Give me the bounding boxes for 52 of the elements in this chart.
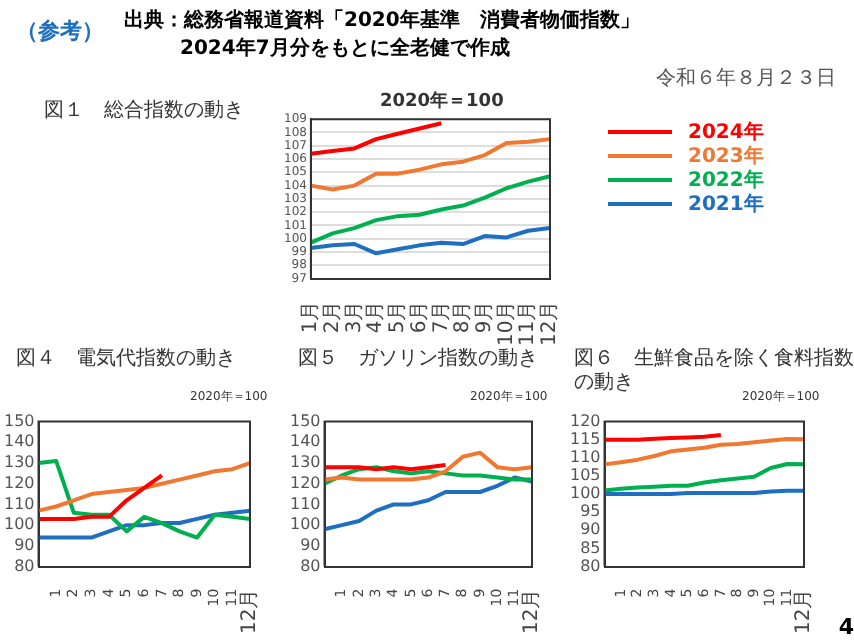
y-tick-label: 100 bbox=[3, 515, 35, 534]
x-tick-label: 3月 bbox=[343, 300, 366, 334]
text: 令和６年８月２３日 bbox=[656, 65, 836, 92]
x-tick-label: 1月 bbox=[300, 300, 323, 334]
x-tick-label: 12月 bbox=[521, 588, 544, 635]
y-tick-label: 130 bbox=[3, 453, 35, 472]
y-tick-label: 110 bbox=[289, 494, 321, 513]
x-tick-label: 9月 bbox=[473, 300, 496, 334]
y-tick-label: 140 bbox=[3, 432, 35, 451]
x-tick-label: 12月 bbox=[239, 588, 262, 635]
text: 2024年7月分をもとに全老健で作成 bbox=[180, 35, 510, 62]
y-tick-label: 110 bbox=[3, 494, 35, 513]
text: 出典：総務省報道資料「2020年基準 消費者物価指数」 bbox=[124, 7, 640, 34]
x-tick-label: 6月 bbox=[408, 300, 431, 334]
x-tick-label: 10月 bbox=[495, 300, 518, 347]
x-tick-label: 12月 bbox=[539, 300, 562, 347]
y-tick-label: 120 bbox=[289, 473, 321, 492]
y-tick-label: 105 bbox=[569, 466, 601, 485]
y-tick-label: 110 bbox=[569, 447, 601, 466]
y-tick-label: 80 bbox=[14, 556, 35, 575]
y-tick-label: 130 bbox=[289, 453, 321, 472]
x-tick-label: 7月 bbox=[430, 300, 453, 334]
text: 2020年＝100 bbox=[380, 89, 504, 114]
y-tick-label: 150 bbox=[289, 411, 321, 430]
x-tick-label: 4月 bbox=[365, 300, 388, 334]
y-tick-label: 120 bbox=[569, 411, 601, 430]
x-tick-label: 2月 bbox=[321, 300, 344, 334]
y-tick-label: 150 bbox=[3, 411, 35, 430]
y-tick-label: 95 bbox=[580, 502, 601, 521]
y-tick-label: 120 bbox=[3, 473, 35, 492]
x-tick-label: 11月 bbox=[517, 300, 540, 347]
y-tick-label: 85 bbox=[580, 538, 601, 557]
legend-label: 2021年 bbox=[688, 191, 764, 218]
x-tick-label: 12月 bbox=[793, 588, 816, 635]
y-tick-label: 140 bbox=[289, 432, 321, 451]
y-tick-label: 100 bbox=[569, 484, 601, 503]
x-tick-label: 8月 bbox=[452, 300, 475, 334]
legend-label: 2022年 bbox=[688, 167, 764, 193]
chart-title: 図４ 電気代指数の動き bbox=[16, 348, 238, 372]
y-tick-label: 100 bbox=[289, 515, 321, 534]
legend-label: 2023年 bbox=[688, 143, 764, 169]
x-tick-label: 5月 bbox=[387, 300, 410, 334]
chart-title: 図５ ガソリン指数の動き bbox=[298, 348, 540, 372]
y-tick-label: 80 bbox=[300, 556, 321, 575]
y-tick-label: 90 bbox=[14, 536, 35, 554]
text: （参考） bbox=[16, 16, 104, 46]
y-tick-label: 90 bbox=[580, 520, 601, 539]
text: 図１ 総合指数の動き bbox=[44, 100, 246, 124]
legend-label: 2024年 bbox=[688, 119, 764, 145]
y-tick-label: 80 bbox=[580, 556, 601, 575]
y-tick-label: 115 bbox=[569, 429, 601, 448]
y-tick-label: 90 bbox=[300, 536, 321, 554]
